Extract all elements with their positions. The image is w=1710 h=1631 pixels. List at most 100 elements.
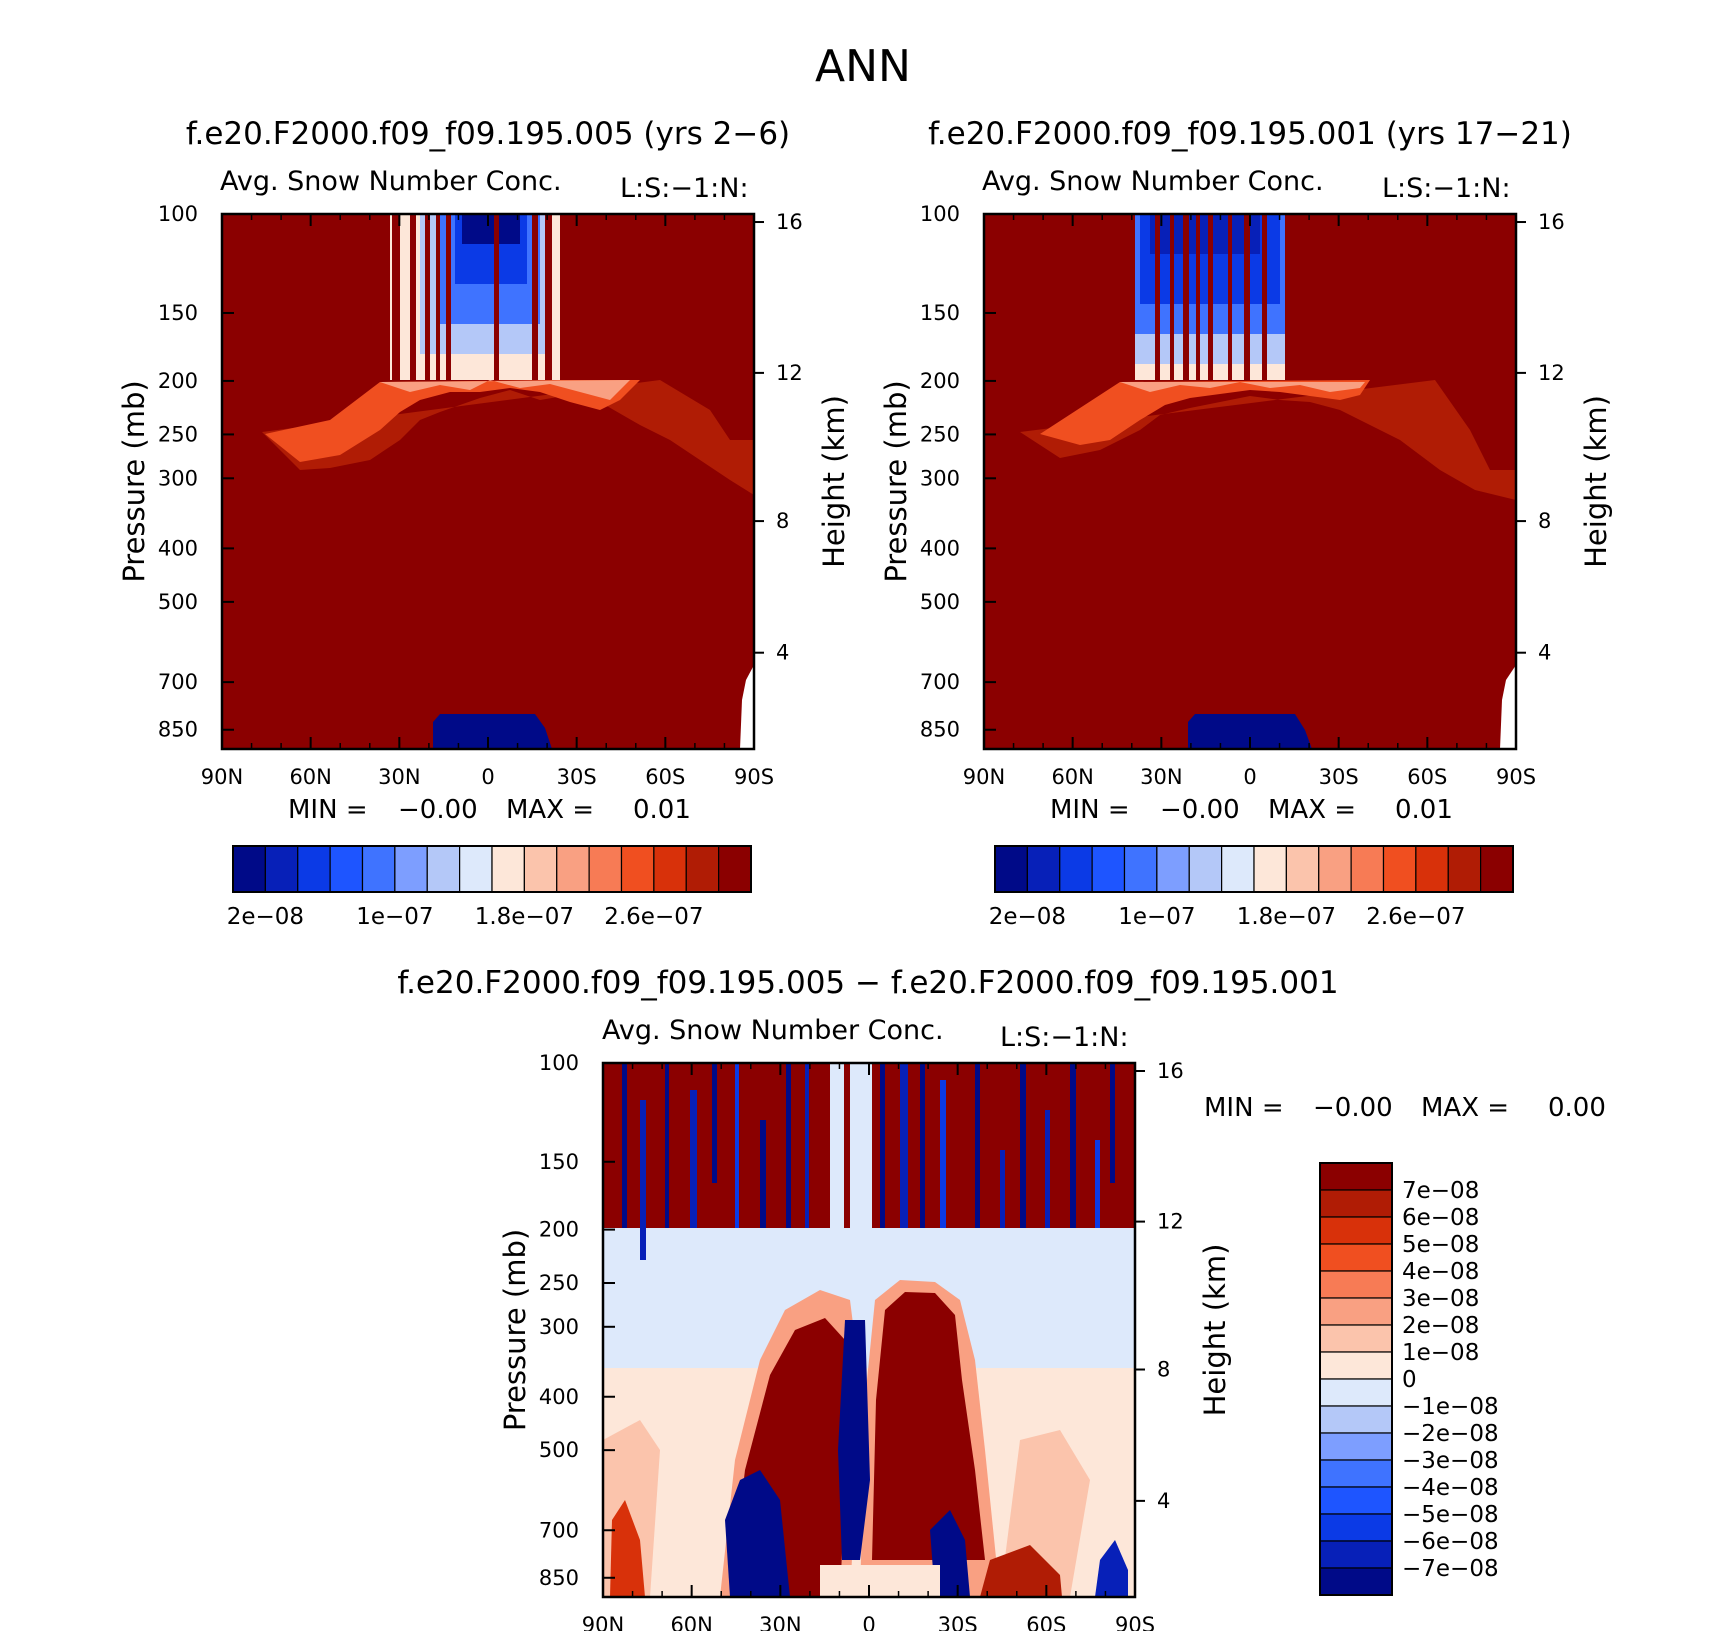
colorbar-label: −1e−08 (1402, 1394, 1499, 1420)
y-tick-label: 150 (539, 1150, 579, 1174)
colorbar-swatch (1319, 1324, 1393, 1353)
y2-tick-label: 8 (776, 509, 789, 533)
y-tick-label: 100 (158, 202, 198, 226)
y-tick-label: 400 (539, 1385, 579, 1409)
colorbar-swatch (1026, 845, 1061, 893)
panel-c-surface-red-left (610, 1500, 645, 1597)
x-tick-label: 90S (734, 765, 774, 789)
panel-c-surface-warm-strip (820, 1565, 940, 1597)
colorbar-swatch (491, 845, 525, 893)
colorbar-swatch (1447, 845, 1482, 893)
panel-b: f.e20.F2000.f09_f09.195.001 (yrs 17−21) … (879, 116, 1613, 930)
colorbar-swatch (994, 845, 1028, 893)
panel-a-variable-title: Avg. Snow Number Conc. (220, 166, 562, 197)
panel-a-plot-area (222, 214, 754, 749)
colorbar-swatch (1319, 1567, 1393, 1596)
colorbar-label: 6e−08 (1402, 1205, 1479, 1231)
panel-a-low-level-blue-patch (433, 714, 552, 749)
panel-b-band-light (1120, 382, 1365, 392)
y-tick-label: 500 (920, 590, 960, 614)
panel-c-surface-red-right (980, 1545, 1062, 1597)
colorbar-swatch (1319, 1459, 1393, 1488)
x-tick-label: 60N (1051, 765, 1093, 789)
y2-tick-label: 16 (1157, 1059, 1184, 1083)
x-tick-label: 0 (1243, 765, 1256, 789)
x-tick-label: 90S (1496, 765, 1536, 789)
panel-c-colorbar: 7e−086e−085e−084e−083e−082e−081e−080−1e−… (1319, 1162, 1499, 1596)
y2-tick-label: 4 (776, 641, 789, 665)
panel-a-tropopause-band (262, 380, 754, 495)
x-tick-label: 30N (759, 1613, 801, 1631)
x-tick-label: 30N (378, 765, 420, 789)
panel-b-units: L:S:−1:N: (1382, 173, 1511, 204)
x-tick-label: 30S (557, 765, 597, 789)
colorbar-swatch (556, 845, 590, 893)
colorbar-swatch (264, 845, 299, 893)
colorbar-swatch (1221, 845, 1255, 893)
x-tick-label: 30N (1140, 765, 1182, 789)
colorbar-swatch (1319, 1540, 1393, 1569)
colorbar-swatch (232, 845, 266, 893)
y2-axis-label: Height (km) (1579, 395, 1613, 568)
y2-tick-label: 12 (1157, 1210, 1184, 1234)
y-axis-label: Pressure (mb) (498, 1229, 532, 1431)
x-tick-label: 90N (963, 765, 1005, 789)
y2-axis-label: Height (km) (1198, 1244, 1232, 1417)
y-tick-label: 200 (920, 369, 960, 393)
colorbar-swatch (1415, 845, 1449, 893)
x-tick-label: 30S (938, 1613, 978, 1631)
y-tick-label: 850 (920, 718, 960, 742)
y-tick-label: 700 (539, 1518, 579, 1542)
panel-c-negative-column (838, 1320, 870, 1560)
colorbar-swatch (718, 845, 752, 893)
panel-b-axes: 90N 60N 30N 0 30S 60S 90S 100 150 200 250 300 400 500… (879, 202, 1613, 789)
x-tick-label: 60S (1407, 765, 1447, 789)
y-tick-label: 700 (158, 670, 198, 694)
panel-b-blue-core-4 (1150, 214, 1260, 254)
colorbar-label: −2e−08 (1402, 1421, 1499, 1447)
y2-tick-label: 16 (1538, 210, 1565, 234)
colorbar-swatch (426, 845, 461, 893)
colorbar-label: 1e−07 (1118, 904, 1195, 930)
panel-a-colorbar: 2e−08 1e−07 1.8e−07 2.6e−07 (227, 845, 752, 930)
panel-a-max-value: 0.01 (633, 795, 691, 825)
y2-tick-label: 16 (776, 210, 803, 234)
colorbar-swatch (1319, 1216, 1393, 1245)
y-tick-label: 400 (920, 536, 960, 560)
panel-b-band-orange (1040, 380, 1370, 445)
colorbar-swatch (1188, 845, 1223, 893)
colorbar-label: 5e−08 (1402, 1232, 1479, 1258)
y-tick-label: 300 (920, 466, 960, 490)
colorbar-swatch (1319, 1162, 1393, 1191)
y2-tick-label: 12 (1538, 361, 1565, 385)
y2-tick-label: 4 (1538, 641, 1551, 665)
y-tick-label: 250 (539, 1271, 579, 1295)
colorbar-swatch (394, 845, 428, 893)
panel-a-streaks (392, 214, 580, 380)
panel-c-positive-lobe-right (872, 1292, 985, 1560)
colorbar-swatch (1480, 845, 1514, 893)
colorbar-swatch (1156, 845, 1190, 893)
panel-a-max-label: MAX = (506, 795, 594, 825)
y-tick-label: 100 (539, 1051, 579, 1075)
colorbar-swatch (459, 845, 493, 893)
panel-b-tropopause-band (1020, 380, 1516, 500)
colorbar-swatch (1059, 845, 1093, 893)
colorbar-frame (1319, 1162, 1393, 1596)
y2-tick-label: 8 (1157, 1358, 1170, 1382)
y-tick-label: 850 (539, 1566, 579, 1590)
y-tick-label: 200 (158, 369, 198, 393)
colorbar-swatch (1319, 1486, 1393, 1515)
panel-b-colorbar: 2e−08 1e−07 1.8e−07 2.6e−07 (989, 845, 1514, 930)
x-tick-label: 90S (1115, 1613, 1155, 1631)
panel-c-axes: 90N 60N 30N 0 30S 60S 90S 100 150 200 250 300 400 500… (498, 1051, 1232, 1631)
colorbar-label: −4e−08 (1402, 1475, 1499, 1501)
colorbar-label: 1.8e−07 (475, 904, 574, 930)
colorbar-label: 4e−08 (1402, 1259, 1479, 1285)
panel-a-case-title: f.e20.F2000.f09_f09.195.005 (yrs 2−6) (186, 116, 790, 152)
panel-b-streaks (1155, 214, 1325, 380)
y-tick-label: 500 (158, 590, 198, 614)
colorbar-swatch (1285, 845, 1320, 893)
x-tick-label: 60S (1026, 1613, 1066, 1631)
panel-a: f.e20.F2000.f09_f09.195.005 (yrs 2−6) Av… (117, 116, 851, 930)
